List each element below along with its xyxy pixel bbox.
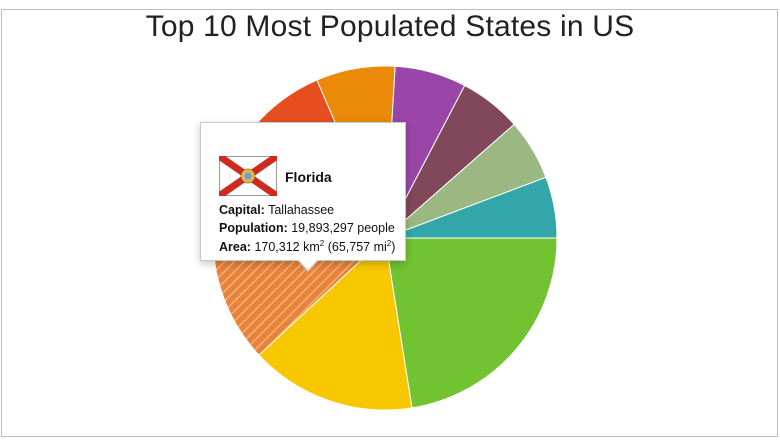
tooltip-capital: Capital: Tallahassee — [219, 203, 335, 217]
florida-flag-icon — [219, 156, 277, 196]
pie-slice-michigan[interactable] — [384, 176, 558, 239]
pie-slice-texas[interactable] — [258, 236, 413, 411]
tooltip-state-name: Florida — [285, 169, 332, 185]
tooltip-population: Population: 19,893,297 people — [219, 221, 395, 235]
chart-title: Top 10 Most Populated States in US — [145, 10, 635, 43]
tooltip-area: Area: 170,312 km2 (65,757 mi2) — [219, 239, 396, 254]
pie-slice-california[interactable] — [384, 237, 558, 409]
tooltip: Florida Capital: Tallahassee Population:… — [200, 122, 406, 272]
